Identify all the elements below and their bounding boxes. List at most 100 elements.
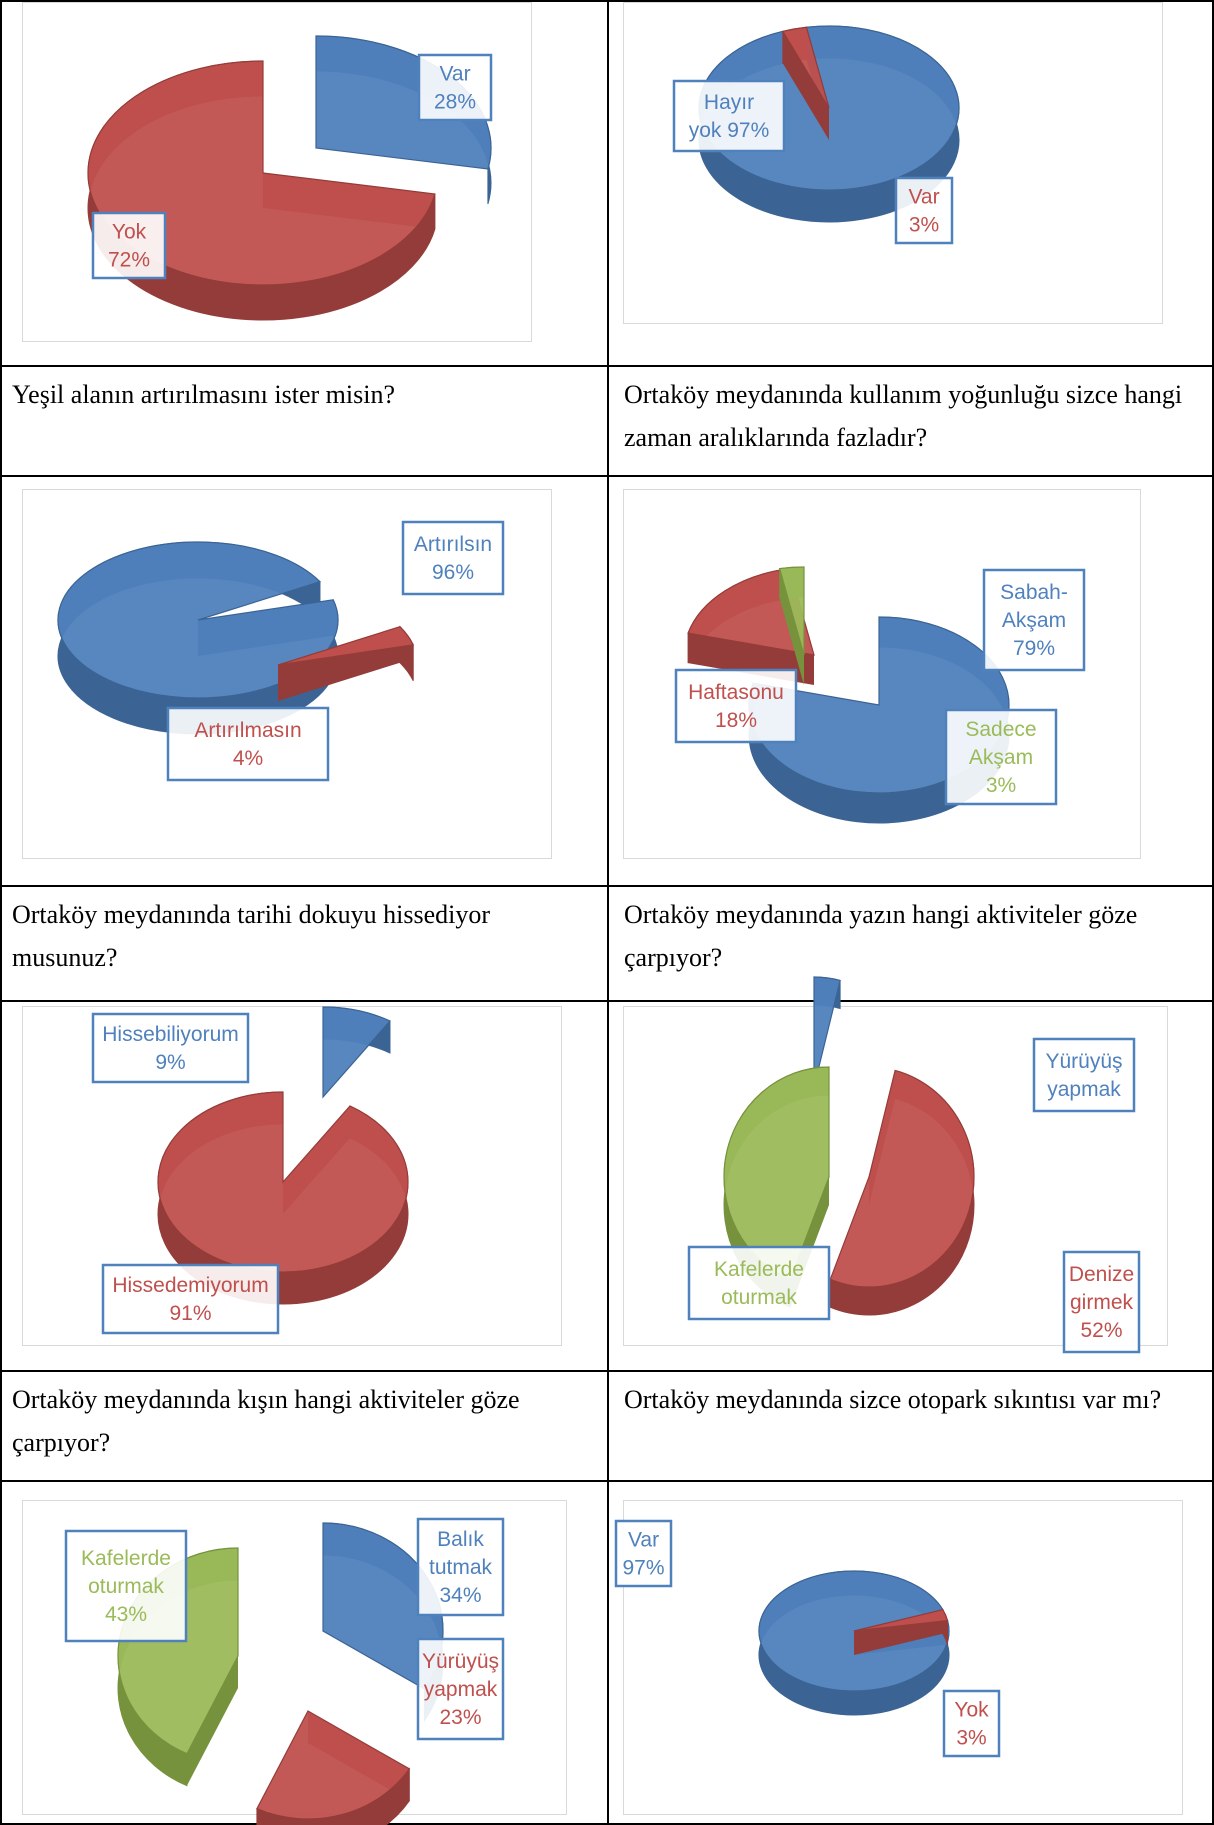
- data-label-text: oturmak: [721, 1286, 797, 1309]
- table-row-line: [0, 1370, 1214, 1372]
- pie-chart-box: Var 97% Yok 3%: [614, 1500, 1183, 1815]
- pie-slice-3: [778, 566, 805, 685]
- data-label-box: [942, 1689, 1001, 1758]
- data-label-text: 3%: [956, 1727, 986, 1750]
- table-row-line: [0, 885, 1214, 887]
- pie-chart: Artırılsın 96% Artırılmasın 4%: [57, 520, 505, 782]
- data-label-text: 28%: [434, 91, 476, 114]
- pie-slice-top: [256, 1710, 411, 1820]
- data-label: Yürüyüş yapmak 23%: [416, 1637, 505, 1741]
- pie-slice-top: [781, 26, 830, 109]
- pie-chart-box: Var 28% Yok 72%: [22, 2, 532, 342]
- pie-slice-1: [322, 1006, 391, 1099]
- data-label-text: 72%: [108, 249, 150, 272]
- data-label-text: Var: [439, 63, 470, 86]
- pie-slice-2: [853, 1607, 949, 1655]
- data-label-text: 3%: [909, 214, 939, 237]
- pie-chart: Balık tutmak 34% Yürüyüş yapmak 23% Kafelerde o…: [64, 1517, 505, 1825]
- data-label: Yok 72%: [91, 211, 167, 280]
- pie-chart-box: Artırılsın 96% Artırılmasın 4%: [22, 489, 552, 859]
- data-label-text: 96%: [432, 561, 474, 584]
- pie-slice-wall: [779, 568, 804, 685]
- data-label-box: [982, 568, 1086, 672]
- pie-chart-box: Balık tutmak 34% Yürüyüş yapmak 23% Kafelerde o…: [22, 1500, 567, 1825]
- data-label-text: Kafelerde: [81, 1547, 171, 1570]
- data-label-text: 3%: [986, 774, 1016, 797]
- data-label-text: Haftasonu: [688, 681, 784, 704]
- data-label-box: [1062, 1250, 1141, 1354]
- table-border-right: [1212, 0, 1214, 1825]
- data-label-text: Denize: [1069, 1263, 1134, 1286]
- data-label-text: Hissedemiyorum: [112, 1274, 268, 1297]
- data-label-text: 4%: [233, 747, 263, 770]
- question-text: Ortaköy meydanında kullanım yoğunluğu si…: [624, 380, 1183, 452]
- data-label-text: Var: [908, 186, 939, 209]
- data-label-box: [166, 706, 330, 782]
- data-label-text: yok 97%: [689, 119, 770, 142]
- data-label-text: Yok: [112, 221, 147, 244]
- question-text: Ortaköy meydanında tarihi dokuyu hissedi…: [12, 900, 491, 972]
- data-label-text: Hissebiliyorum: [102, 1023, 239, 1046]
- data-label: Hissebiliyorum 9%: [91, 1012, 250, 1084]
- data-label-box: [91, 211, 167, 280]
- data-label-box: [101, 1263, 280, 1335]
- data-label: Var 3%: [894, 176, 954, 245]
- data-label-text: oturmak: [88, 1575, 164, 1598]
- data-label: Kafelerde oturmak 43%: [64, 1529, 188, 1643]
- data-label-text: tutmak: [429, 1556, 493, 1579]
- data-label-box: [1032, 1037, 1136, 1113]
- data-label-text: yapmak: [1047, 1078, 1121, 1101]
- pie-slice-2: [277, 625, 415, 701]
- data-label-text: Sadece: [965, 718, 1036, 741]
- data-label-text: Akşam: [969, 746, 1033, 769]
- data-label: Haftasonu 18%: [674, 668, 798, 744]
- pie-slice-1: [57, 541, 339, 735]
- data-label-box: [894, 176, 954, 245]
- data-label-box: [944, 708, 1058, 806]
- data-label-text: 18%: [715, 709, 757, 732]
- data-label-box: [401, 520, 505, 596]
- pie-slice-top: [277, 626, 415, 666]
- data-label: Yok 3%: [942, 1689, 1001, 1758]
- data-label: Artırılsın 96%: [401, 520, 505, 596]
- question-text: Ortaköy meydanında kışın hangi aktivitel…: [12, 1385, 520, 1457]
- data-label-box: [687, 1245, 831, 1321]
- data-label: Balık tutmak 34%: [416, 1517, 505, 1617]
- data-label-box: [91, 1012, 250, 1084]
- data-label-box: [416, 1637, 505, 1741]
- data-label: Sabah- Akşam 79%: [982, 568, 1086, 672]
- pie-slice-top: [813, 976, 841, 1088]
- pie-slice-2: [256, 1710, 411, 1825]
- pie-slice-top: [778, 566, 805, 656]
- data-label: Hayır yok 97%: [672, 79, 786, 153]
- data-label: Denize girmek 52%: [1062, 1250, 1141, 1354]
- data-label-text: 23%: [439, 1706, 481, 1729]
- data-label: Sadece Akşam 3%: [944, 708, 1058, 806]
- pie-slice-top: [157, 1091, 409, 1273]
- pie-chart: Hissebiliyorum 9% Hissedemiyorum 91%: [91, 1006, 409, 1335]
- pie-slice-top: [322, 1006, 391, 1099]
- data-label-box: [614, 1519, 673, 1588]
- pie-slice-2: [157, 1091, 409, 1305]
- data-label: Var 28%: [417, 53, 493, 122]
- table-row-line: [0, 365, 1214, 367]
- data-label-text: Yok: [954, 1699, 989, 1722]
- table-divider-vertical: [607, 0, 609, 1825]
- table-row-line: [0, 1000, 1214, 1002]
- data-label: Artırılmasın 4%: [166, 706, 330, 782]
- pie-slice-wall: [186, 1656, 238, 1786]
- data-label-box: [416, 1517, 505, 1617]
- data-label-text: 43%: [105, 1603, 147, 1626]
- question-text: Ortaköy meydanında yazın hangi aktivitel…: [624, 900, 1138, 972]
- pie-slice-2: [87, 60, 436, 321]
- pie-chart: Var 28% Yok 72%: [87, 35, 493, 321]
- pie-chart-box: Yürüyüş yapmak Denize girmek 52% Kafelerde otu…: [623, 976, 1168, 1354]
- table-row-line: [0, 1480, 1214, 1482]
- pie-slice-1: [813, 976, 841, 1088]
- data-label-text: Sabah-: [1000, 581, 1068, 604]
- data-label-text: Hayır: [704, 91, 754, 114]
- pie-chart: Yürüyüş yapmak Denize girmek 52% Kafelerde otu…: [687, 976, 1141, 1354]
- pie-chart: Hayır yok 97% Var 3%: [672, 25, 960, 245]
- data-label-text: yapmak: [424, 1678, 498, 1701]
